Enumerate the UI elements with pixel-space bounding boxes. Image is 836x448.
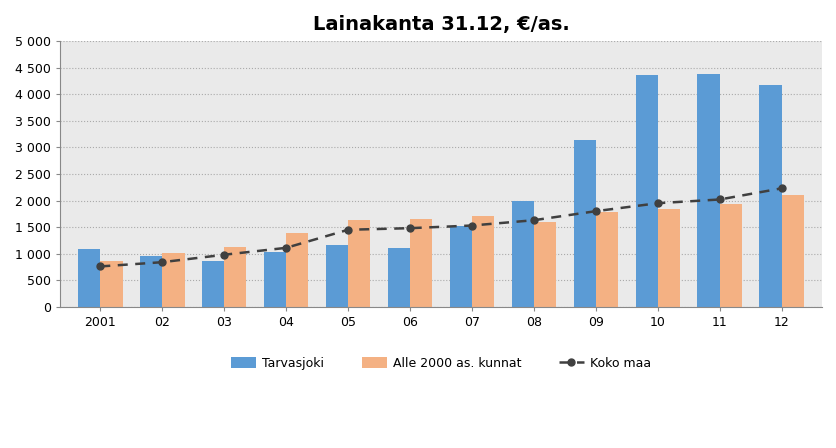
- Bar: [472, 216, 494, 307]
- Legend: Tarvasjoki, Alle 2000 as. kunnat, Koko maa: Tarvasjoki, Alle 2000 as. kunnat, Koko m…: [226, 352, 655, 375]
- Bar: [224, 247, 246, 307]
- Bar: [78, 250, 100, 307]
- Bar: [696, 74, 719, 307]
- Bar: [595, 212, 618, 307]
- Bar: [410, 219, 432, 307]
- Bar: [201, 261, 224, 307]
- Bar: [263, 252, 286, 307]
- Bar: [348, 220, 370, 307]
- Bar: [758, 85, 781, 307]
- Bar: [449, 226, 472, 307]
- Bar: [657, 208, 680, 307]
- Bar: [635, 74, 657, 307]
- Bar: [781, 195, 803, 307]
- Bar: [325, 245, 348, 307]
- Bar: [162, 253, 184, 307]
- Bar: [511, 201, 533, 307]
- Bar: [573, 141, 595, 307]
- Bar: [140, 256, 162, 307]
- Bar: [533, 222, 556, 307]
- Bar: [100, 261, 122, 307]
- Title: Lainakanta 31.12, €/as.: Lainakanta 31.12, €/as.: [313, 15, 568, 34]
- Bar: [719, 204, 742, 307]
- Bar: [286, 233, 308, 307]
- Bar: [387, 248, 410, 307]
